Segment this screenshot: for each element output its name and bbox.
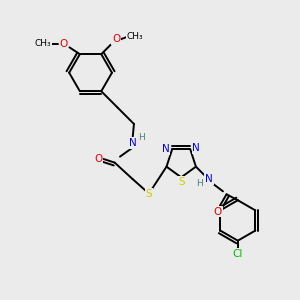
Text: H: H: [138, 134, 145, 142]
Text: N: N: [129, 138, 136, 148]
Text: CH₃: CH₃: [126, 32, 143, 41]
Text: O: O: [94, 154, 102, 164]
Text: O: O: [59, 39, 68, 49]
Text: N: N: [162, 144, 170, 154]
Text: CH₃: CH₃: [35, 39, 52, 48]
Text: N: N: [192, 143, 200, 153]
Text: N: N: [205, 174, 213, 184]
Text: S: S: [178, 177, 184, 187]
Text: S: S: [146, 189, 152, 199]
Text: H: H: [196, 179, 203, 188]
Text: Cl: Cl: [232, 249, 243, 259]
Text: O: O: [214, 206, 222, 217]
Text: O: O: [112, 34, 120, 44]
